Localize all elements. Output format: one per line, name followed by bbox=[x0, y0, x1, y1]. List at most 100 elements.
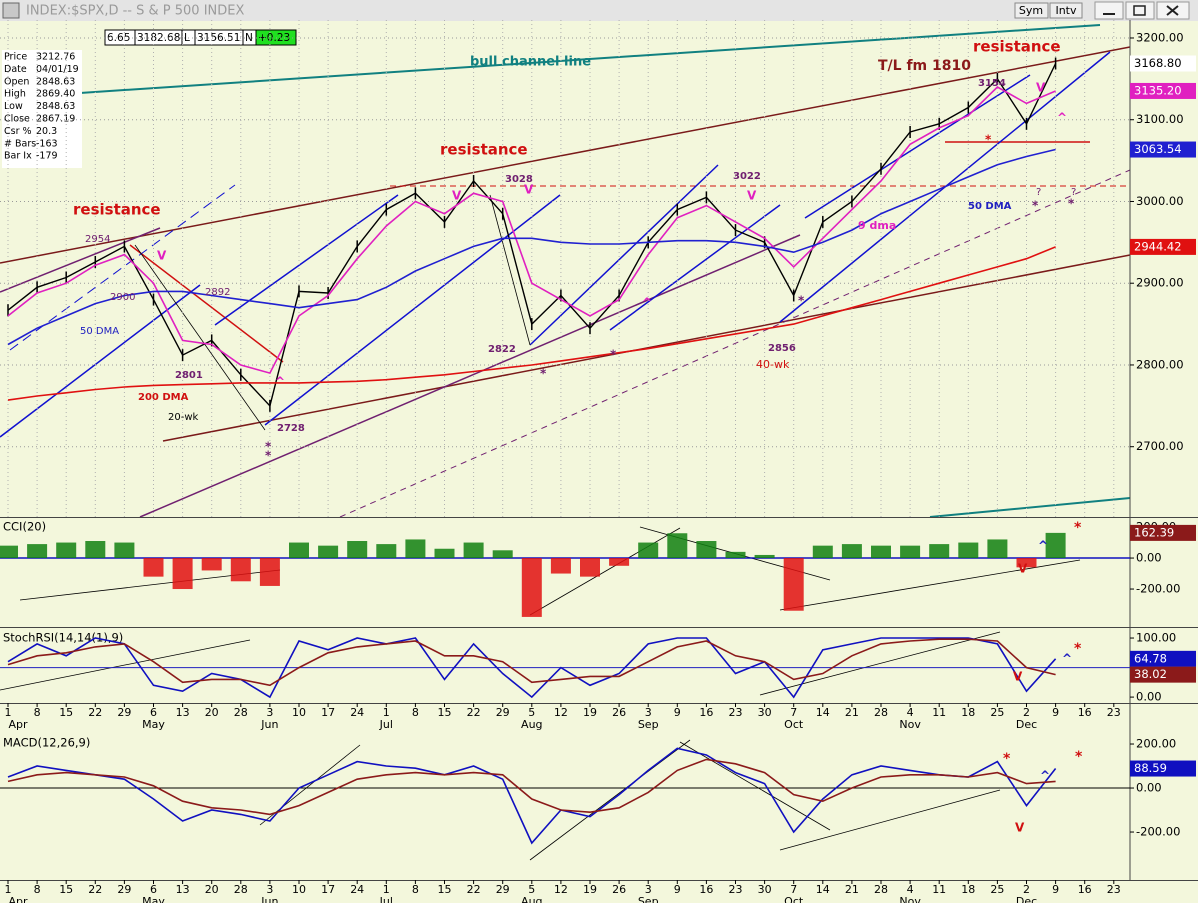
x-tick-label: 14 bbox=[816, 706, 830, 719]
series-line bbox=[7, 747, 1057, 845]
trendline bbox=[134, 244, 266, 431]
cci-bar bbox=[841, 544, 862, 559]
x-tick-label: 23 bbox=[729, 706, 743, 719]
y-tick-label: 3100.00 bbox=[1136, 112, 1184, 126]
value-tag-text: 3135.20 bbox=[1134, 83, 1182, 97]
info-value: -163 bbox=[36, 138, 58, 149]
x-tick-label: 21 bbox=[845, 883, 859, 896]
x-tick-label: 22 bbox=[88, 883, 102, 896]
x-tick-label: 23 bbox=[1107, 883, 1121, 896]
cci-bar bbox=[871, 545, 891, 559]
value-tag-text: 88.59 bbox=[1134, 761, 1167, 775]
restore-button[interactable] bbox=[1125, 1, 1155, 20]
y-tick-label: 2800.00 bbox=[1136, 357, 1184, 371]
annotation: ^ bbox=[1062, 652, 1072, 666]
x-tick-label: 18 bbox=[961, 706, 975, 719]
value-tag-text: 38.02 bbox=[1134, 667, 1167, 681]
info-value: 04/01/19 bbox=[36, 64, 79, 75]
app-icon bbox=[2, 2, 20, 19]
x-tick-label: 7 bbox=[790, 883, 797, 896]
month-label: Sep bbox=[638, 895, 659, 903]
x-tick-label: 29 bbox=[117, 706, 131, 719]
cci-bar bbox=[609, 558, 630, 566]
series-line bbox=[7, 86, 1056, 375]
info-value: 2848.63 bbox=[36, 76, 75, 87]
x-tick-label: 23 bbox=[1107, 706, 1121, 719]
x-tick-label: 22 bbox=[88, 706, 102, 719]
value-tag bbox=[1130, 650, 1196, 667]
x-tick-label: 8 bbox=[412, 883, 419, 896]
intv-button[interactable] bbox=[1049, 2, 1083, 19]
y-tick-label: -200.00 bbox=[1136, 582, 1180, 596]
cci-bar bbox=[259, 558, 280, 586]
x-tick-label: 13 bbox=[176, 706, 190, 719]
info-label: Close bbox=[4, 114, 30, 125]
cci-bar bbox=[725, 551, 746, 559]
cci-bar bbox=[1016, 558, 1037, 568]
minimize-button[interactable] bbox=[1094, 1, 1124, 20]
cci-bar bbox=[783, 558, 804, 611]
x-tick-label: 29 bbox=[117, 883, 131, 896]
trendline bbox=[779, 559, 1081, 611]
x-tick-label: 9 bbox=[1052, 883, 1059, 896]
month-label: Oct bbox=[784, 718, 804, 731]
sym-button[interactable] bbox=[1014, 2, 1049, 19]
cci-bar bbox=[376, 544, 397, 559]
x-tick-label: 28 bbox=[874, 883, 888, 896]
cci-bar bbox=[230, 558, 251, 582]
cci-bar bbox=[492, 550, 513, 559]
cci-bar bbox=[754, 554, 775, 559]
x-tick-label: 15 bbox=[438, 706, 452, 719]
annotation: V bbox=[524, 183, 534, 197]
x-tick-label: 2 bbox=[1023, 706, 1030, 719]
month-label: Nov bbox=[899, 895, 921, 903]
x-tick-label: 29 bbox=[496, 883, 510, 896]
series-line bbox=[7, 148, 1056, 346]
x-tick-label: 8 bbox=[34, 706, 41, 719]
annotation: * bbox=[610, 348, 617, 362]
x-tick-label: 11 bbox=[932, 706, 946, 719]
x-tick-label: 20 bbox=[205, 706, 219, 719]
info-value: 2848.63 bbox=[36, 101, 75, 112]
month-label: Aug bbox=[521, 895, 542, 903]
cci-bar bbox=[201, 558, 222, 571]
x-tick-label: 3 bbox=[645, 883, 652, 896]
annotation: 200 DMA bbox=[138, 392, 189, 403]
annotation: 50 DMA bbox=[80, 326, 119, 337]
annotation: V bbox=[1015, 821, 1025, 835]
cci-bar bbox=[929, 544, 950, 559]
x-tick-label: 24 bbox=[350, 883, 364, 896]
annotation: ^ bbox=[642, 296, 652, 310]
trendline bbox=[929, 497, 1131, 518]
x-tick-label: 22 bbox=[467, 883, 481, 896]
annotation: 3022 bbox=[733, 171, 761, 182]
y-tick-label: 2900.00 bbox=[1136, 276, 1184, 290]
month-label: Apr bbox=[8, 718, 28, 731]
annotation: * bbox=[1075, 749, 1083, 765]
x-tick-label: 21 bbox=[845, 706, 859, 719]
value-tag bbox=[1130, 666, 1196, 683]
annotation: ^ bbox=[275, 375, 285, 389]
y-tick-label: 3200.00 bbox=[1136, 30, 1184, 44]
trendline bbox=[0, 46, 1131, 264]
value-tag-text: 2944.42 bbox=[1134, 239, 1182, 253]
cci-bar bbox=[114, 542, 135, 559]
series-line bbox=[7, 638, 1056, 687]
series-line bbox=[7, 246, 1056, 401]
info-label: Open bbox=[4, 76, 29, 87]
cci-bar bbox=[27, 544, 48, 559]
y-tick-label: 2700.00 bbox=[1136, 439, 1184, 453]
annotation: * bbox=[1074, 520, 1082, 536]
x-tick-label: 23 bbox=[729, 883, 743, 896]
x-tick-label: 8 bbox=[412, 706, 419, 719]
trendline bbox=[129, 244, 284, 363]
annotation: 2728 bbox=[277, 423, 305, 434]
trendline bbox=[139, 234, 801, 518]
annotation: 50 DMA bbox=[968, 201, 1012, 212]
value-tag bbox=[1130, 141, 1196, 158]
cci-bar bbox=[550, 558, 571, 574]
info-label: Bar Ix bbox=[4, 151, 32, 162]
info-value: -179 bbox=[36, 151, 58, 162]
cci-bar bbox=[463, 542, 484, 559]
